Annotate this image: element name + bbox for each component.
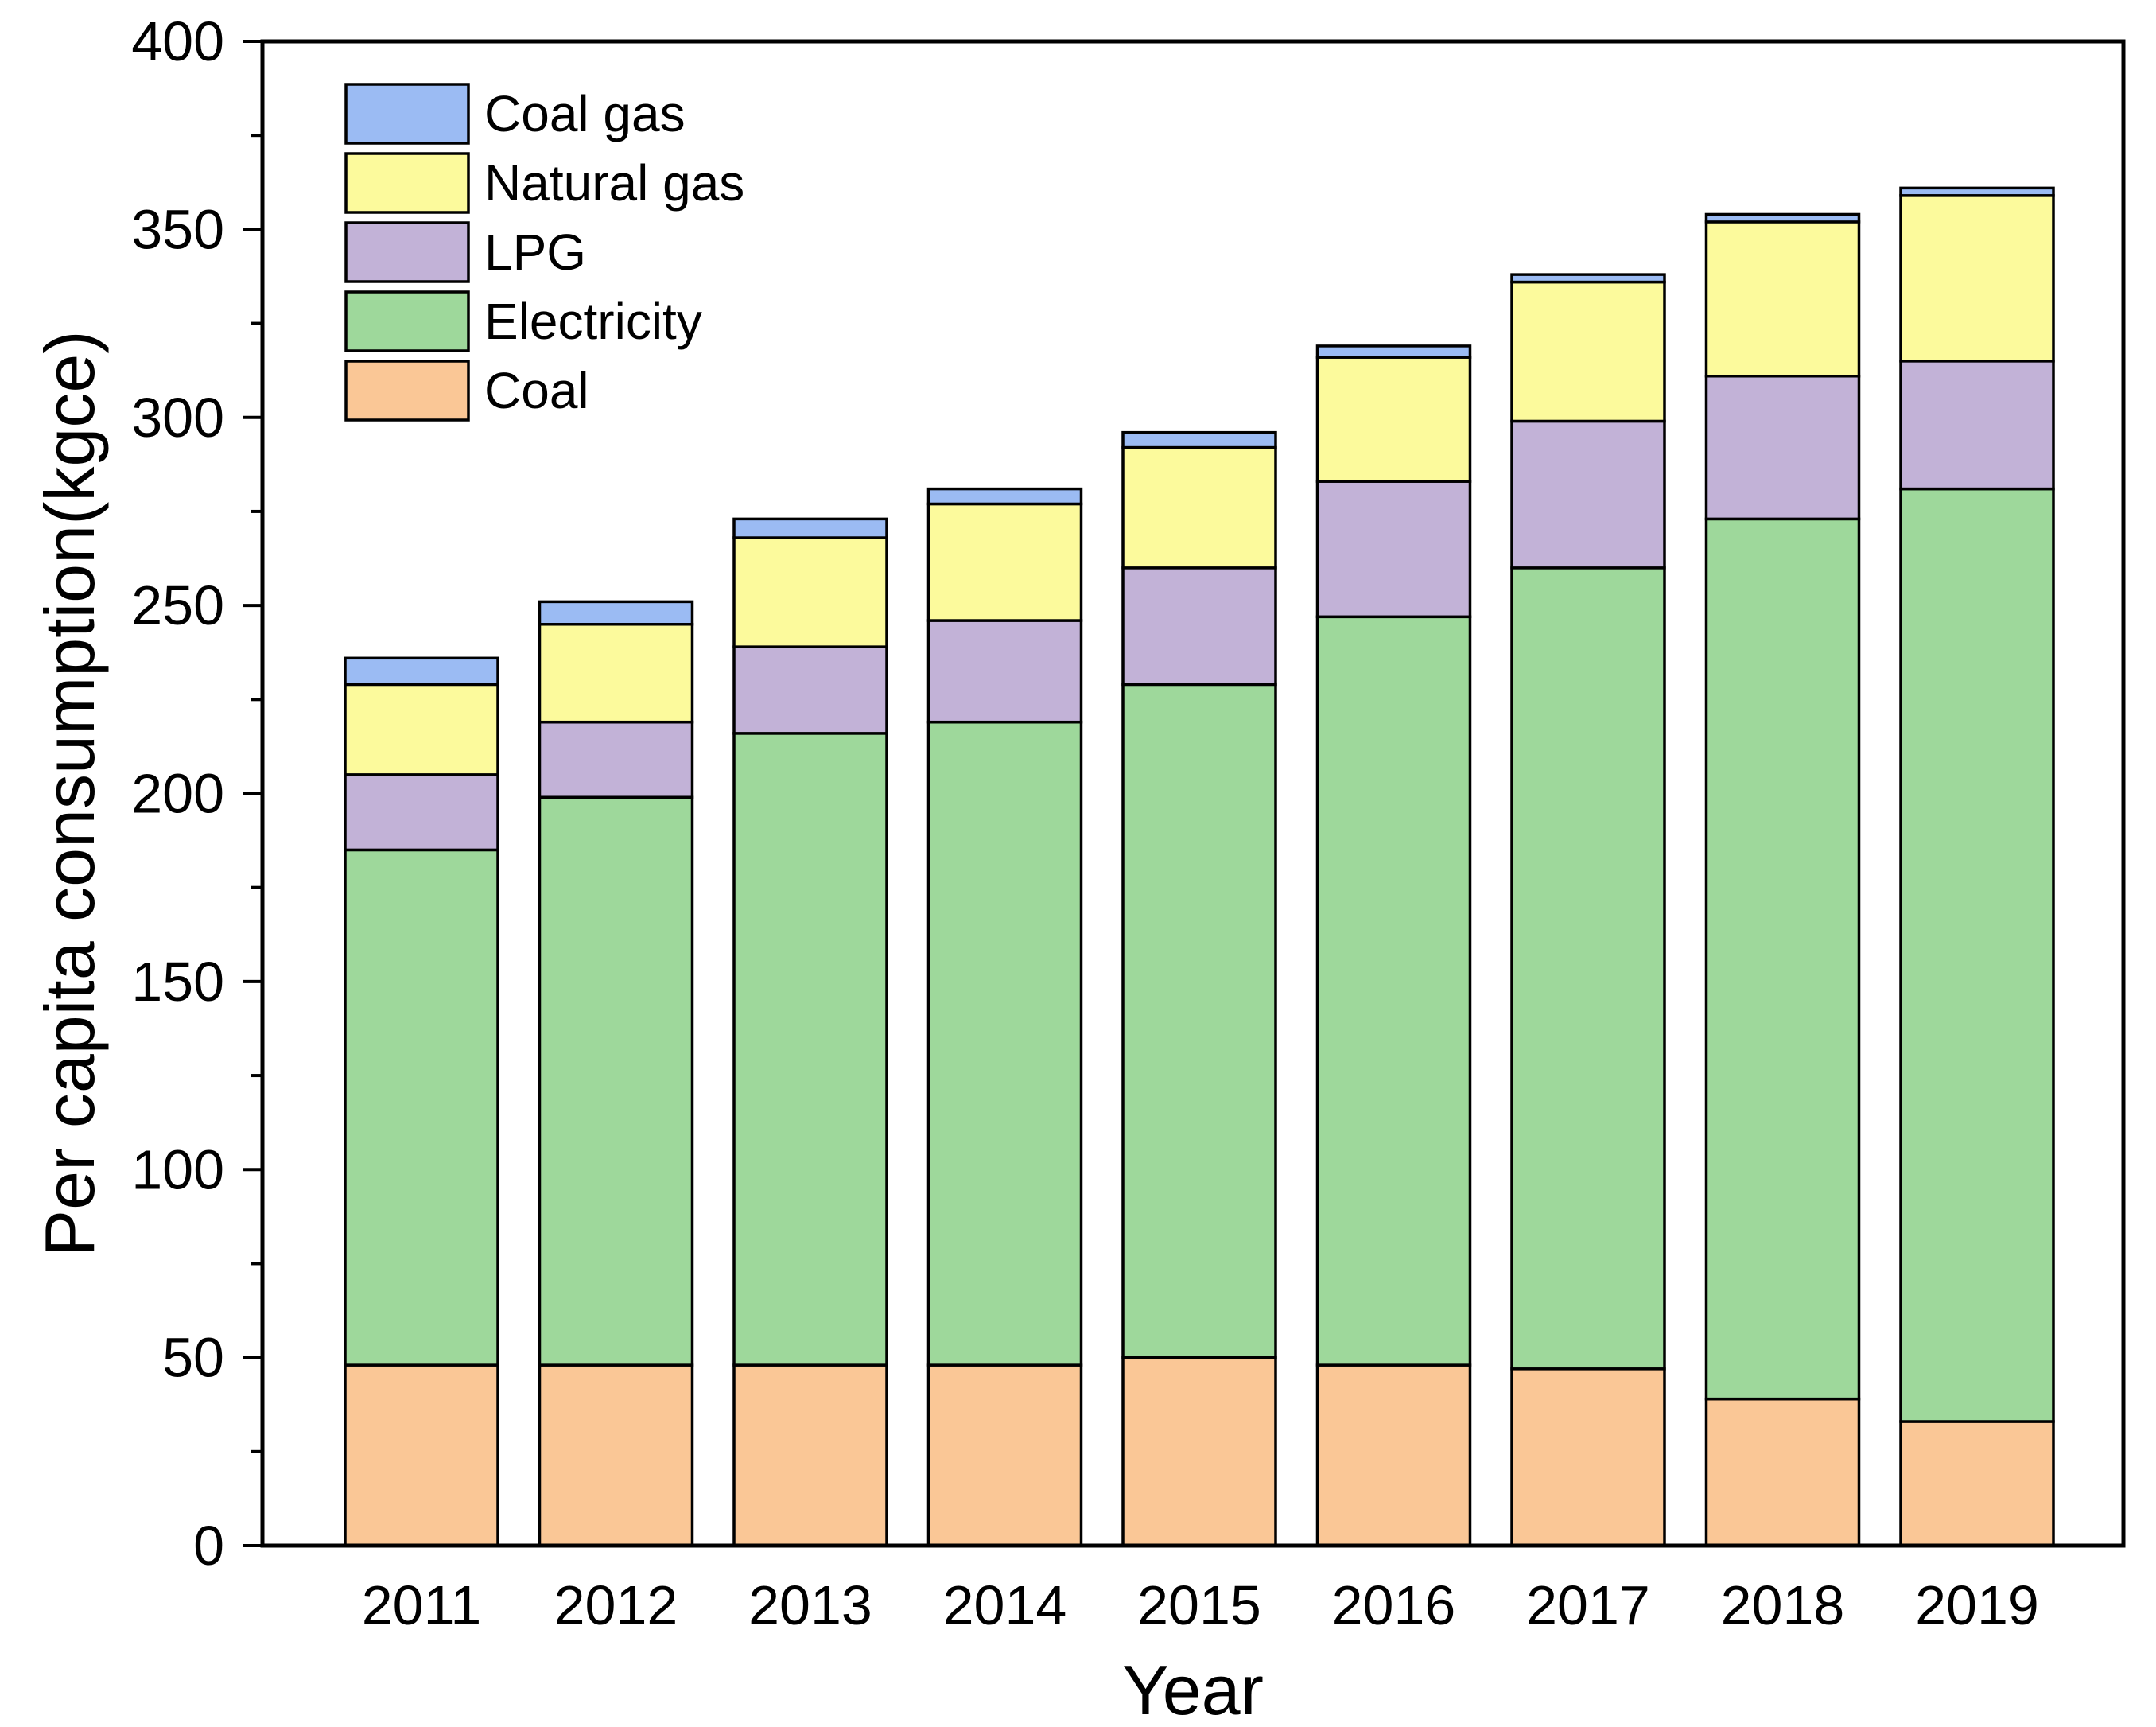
bar-segment-lpg-2017 xyxy=(1510,419,1666,570)
bar-segment-electricity-2012 xyxy=(538,795,694,1367)
legend-swatch-lpg xyxy=(344,221,470,283)
x-tick-label-2017: 2017 xyxy=(1526,1574,1650,1636)
legend-swatch-electricity xyxy=(344,290,470,352)
bar-segment-coal-gas-2014 xyxy=(926,487,1083,506)
y-tick-label-50: 50 xyxy=(162,1327,224,1389)
y-tick-label-200: 200 xyxy=(131,763,224,825)
legend-label-lpg: LPG xyxy=(484,224,586,281)
bar-segment-coal-gas-2012 xyxy=(538,600,694,626)
bar-segment-coal-gas-2013 xyxy=(732,517,888,539)
bar-segment-lpg-2014 xyxy=(926,619,1083,724)
legend-swatch-coal xyxy=(344,360,470,422)
bar-segment-coal-gas-2019 xyxy=(1899,186,2055,197)
ticks-layer: 0 50 100 150 200 250 300 350 400 2011 2012 2013 2014… xyxy=(131,10,2039,1636)
bar-segment-coal-2013 xyxy=(732,1363,888,1547)
x-tick-label-2014: 2014 xyxy=(943,1574,1067,1636)
bar-segment-coal-2015 xyxy=(1121,1356,1277,1547)
bar-segment-natural-gas-2012 xyxy=(538,623,694,724)
bar-segment-natural-gas-2018 xyxy=(1704,220,1861,378)
bar-segment-coal-2012 xyxy=(538,1363,694,1547)
legend: Coal gas Natural gas LPG Electricity Coal xyxy=(344,83,744,422)
legend-label-natural-gas: Natural gas xyxy=(484,154,744,212)
bar-group-2016 xyxy=(1315,344,1472,1547)
bar-group-2011 xyxy=(344,656,499,1547)
bar-segment-natural-gas-2019 xyxy=(1899,194,2055,363)
bar-group-2017 xyxy=(1510,273,1666,1547)
bar-segment-coal-gas-2017 xyxy=(1510,273,1666,284)
bar-group-2015 xyxy=(1121,430,1277,1547)
bar-group-2019 xyxy=(1899,186,2055,1547)
bar-segment-coal-gas-2015 xyxy=(1121,430,1277,449)
x-tick-label-2018: 2018 xyxy=(1721,1574,1845,1636)
bar-segment-lpg-2011 xyxy=(344,773,499,852)
legend-label-coal-gas: Coal gas xyxy=(484,85,686,142)
legend-swatch-natural-gas xyxy=(344,152,470,214)
bar-segment-natural-gas-2014 xyxy=(926,502,1083,622)
y-axis-title: Per capita consumption(kgce) xyxy=(30,330,109,1256)
bar-segment-natural-gas-2011 xyxy=(344,683,499,776)
bar-segment-coal-2017 xyxy=(1510,1367,1666,1547)
bar-segment-electricity-2017 xyxy=(1510,566,1666,1371)
y-tick-label-100: 100 xyxy=(131,1138,224,1200)
bar-group-2012 xyxy=(538,600,694,1547)
y-tick-label-150: 150 xyxy=(131,951,224,1013)
x-axis-title: Year xyxy=(1122,1651,1264,1727)
legend-label-coal: Coal xyxy=(484,362,589,419)
bar-segment-electricity-2013 xyxy=(732,732,888,1367)
plot-frame xyxy=(260,39,2126,1548)
x-tick-label-2019: 2019 xyxy=(1915,1574,2039,1636)
bar-segment-coal-gas-2018 xyxy=(1704,212,1861,224)
y-tick-label-400: 400 xyxy=(131,10,224,72)
bar-segment-coal-2014 xyxy=(926,1363,1083,1547)
x-tick-label-2016: 2016 xyxy=(1332,1574,1456,1636)
bar-segment-coal-gas-2016 xyxy=(1315,344,1472,359)
bar-group-2018 xyxy=(1704,212,1861,1547)
bar-segment-electricity-2014 xyxy=(926,720,1083,1367)
bar-segment-lpg-2012 xyxy=(538,720,694,799)
bar-segment-coal-2019 xyxy=(1899,1420,2055,1547)
bar-segment-lpg-2015 xyxy=(1121,566,1277,687)
x-tick-label-2013: 2013 xyxy=(748,1574,872,1636)
bar-segment-lpg-2013 xyxy=(732,645,888,735)
bar-segment-lpg-2019 xyxy=(1899,360,2055,491)
bar-segment-natural-gas-2017 xyxy=(1510,280,1666,423)
legend-label-electricity: Electricity xyxy=(484,293,702,350)
y-tick-label-0: 0 xyxy=(193,1515,224,1577)
bar-segment-natural-gas-2015 xyxy=(1121,445,1277,570)
bar-segment-electricity-2018 xyxy=(1704,517,1861,1401)
y-tick-label-350: 350 xyxy=(131,198,224,260)
bar-segment-natural-gas-2016 xyxy=(1315,356,1472,483)
bar-segment-coal-gas-2011 xyxy=(344,656,499,687)
y-tick-label-300: 300 xyxy=(131,387,224,449)
bar-segment-natural-gas-2013 xyxy=(732,536,888,648)
bar-segment-electricity-2016 xyxy=(1315,615,1472,1367)
bar-segment-lpg-2018 xyxy=(1704,374,1861,521)
bar-segment-electricity-2015 xyxy=(1121,683,1277,1359)
x-tick-label-2012: 2012 xyxy=(554,1574,678,1636)
bar-segment-coal-2011 xyxy=(344,1363,499,1547)
bar-segment-coal-2018 xyxy=(1704,1397,1861,1547)
x-tick-label-2011: 2011 xyxy=(362,1574,482,1636)
bar-group-2014 xyxy=(926,487,1083,1547)
bar-segment-electricity-2011 xyxy=(344,848,499,1367)
x-tick-label-2015: 2015 xyxy=(1137,1574,1261,1636)
y-tick-label-250: 250 xyxy=(131,574,224,636)
bar-segment-coal-2016 xyxy=(1315,1363,1472,1547)
bar-segment-electricity-2019 xyxy=(1899,487,2055,1423)
bars-layer xyxy=(344,186,2055,1547)
bar-segment-lpg-2016 xyxy=(1315,480,1472,619)
bar-group-2013 xyxy=(732,517,888,1547)
legend-swatch-coal-gas xyxy=(344,83,470,145)
